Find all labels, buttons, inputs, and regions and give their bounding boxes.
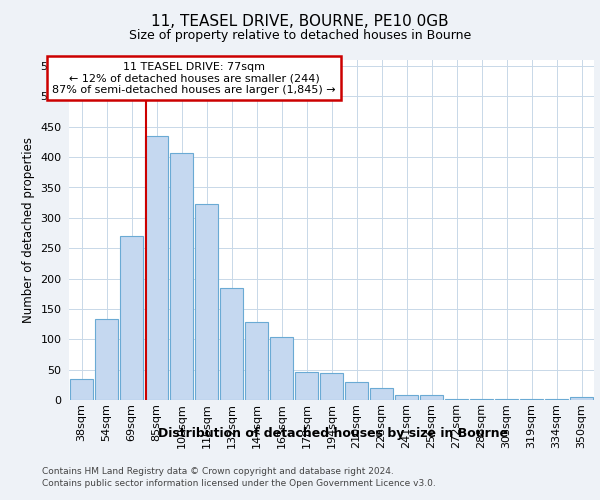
- Bar: [395, 395, 418, 400]
- Text: 11 TEASEL DRIVE: 77sqm
← 12% of detached houses are smaller (244)
87% of semi-de: 11 TEASEL DRIVE: 77sqm ← 12% of detached…: [52, 62, 336, 95]
- Text: Size of property relative to detached houses in Bourne: Size of property relative to detached ho…: [129, 29, 471, 42]
- Bar: [345, 382, 368, 400]
- Bar: [445, 399, 468, 400]
- Bar: [320, 372, 343, 400]
- Bar: [145, 136, 168, 400]
- Text: Distribution of detached houses by size in Bourne: Distribution of detached houses by size …: [158, 428, 508, 440]
- Bar: [120, 236, 143, 400]
- Bar: [295, 372, 318, 400]
- Bar: [470, 399, 493, 400]
- Bar: [495, 399, 518, 400]
- Bar: [420, 395, 443, 400]
- Bar: [70, 379, 93, 400]
- Text: Contains public sector information licensed under the Open Government Licence v3: Contains public sector information licen…: [42, 478, 436, 488]
- Bar: [170, 153, 193, 400]
- Bar: [245, 322, 268, 400]
- Y-axis label: Number of detached properties: Number of detached properties: [22, 137, 35, 323]
- Bar: [520, 399, 543, 400]
- Bar: [545, 399, 568, 400]
- Bar: [370, 388, 393, 400]
- Bar: [195, 204, 218, 400]
- Text: 11, TEASEL DRIVE, BOURNE, PE10 0GB: 11, TEASEL DRIVE, BOURNE, PE10 0GB: [151, 14, 449, 29]
- Bar: [570, 397, 593, 400]
- Bar: [220, 288, 243, 400]
- Text: Contains HM Land Registry data © Crown copyright and database right 2024.: Contains HM Land Registry data © Crown c…: [42, 468, 394, 476]
- Bar: [95, 320, 118, 400]
- Bar: [270, 338, 293, 400]
